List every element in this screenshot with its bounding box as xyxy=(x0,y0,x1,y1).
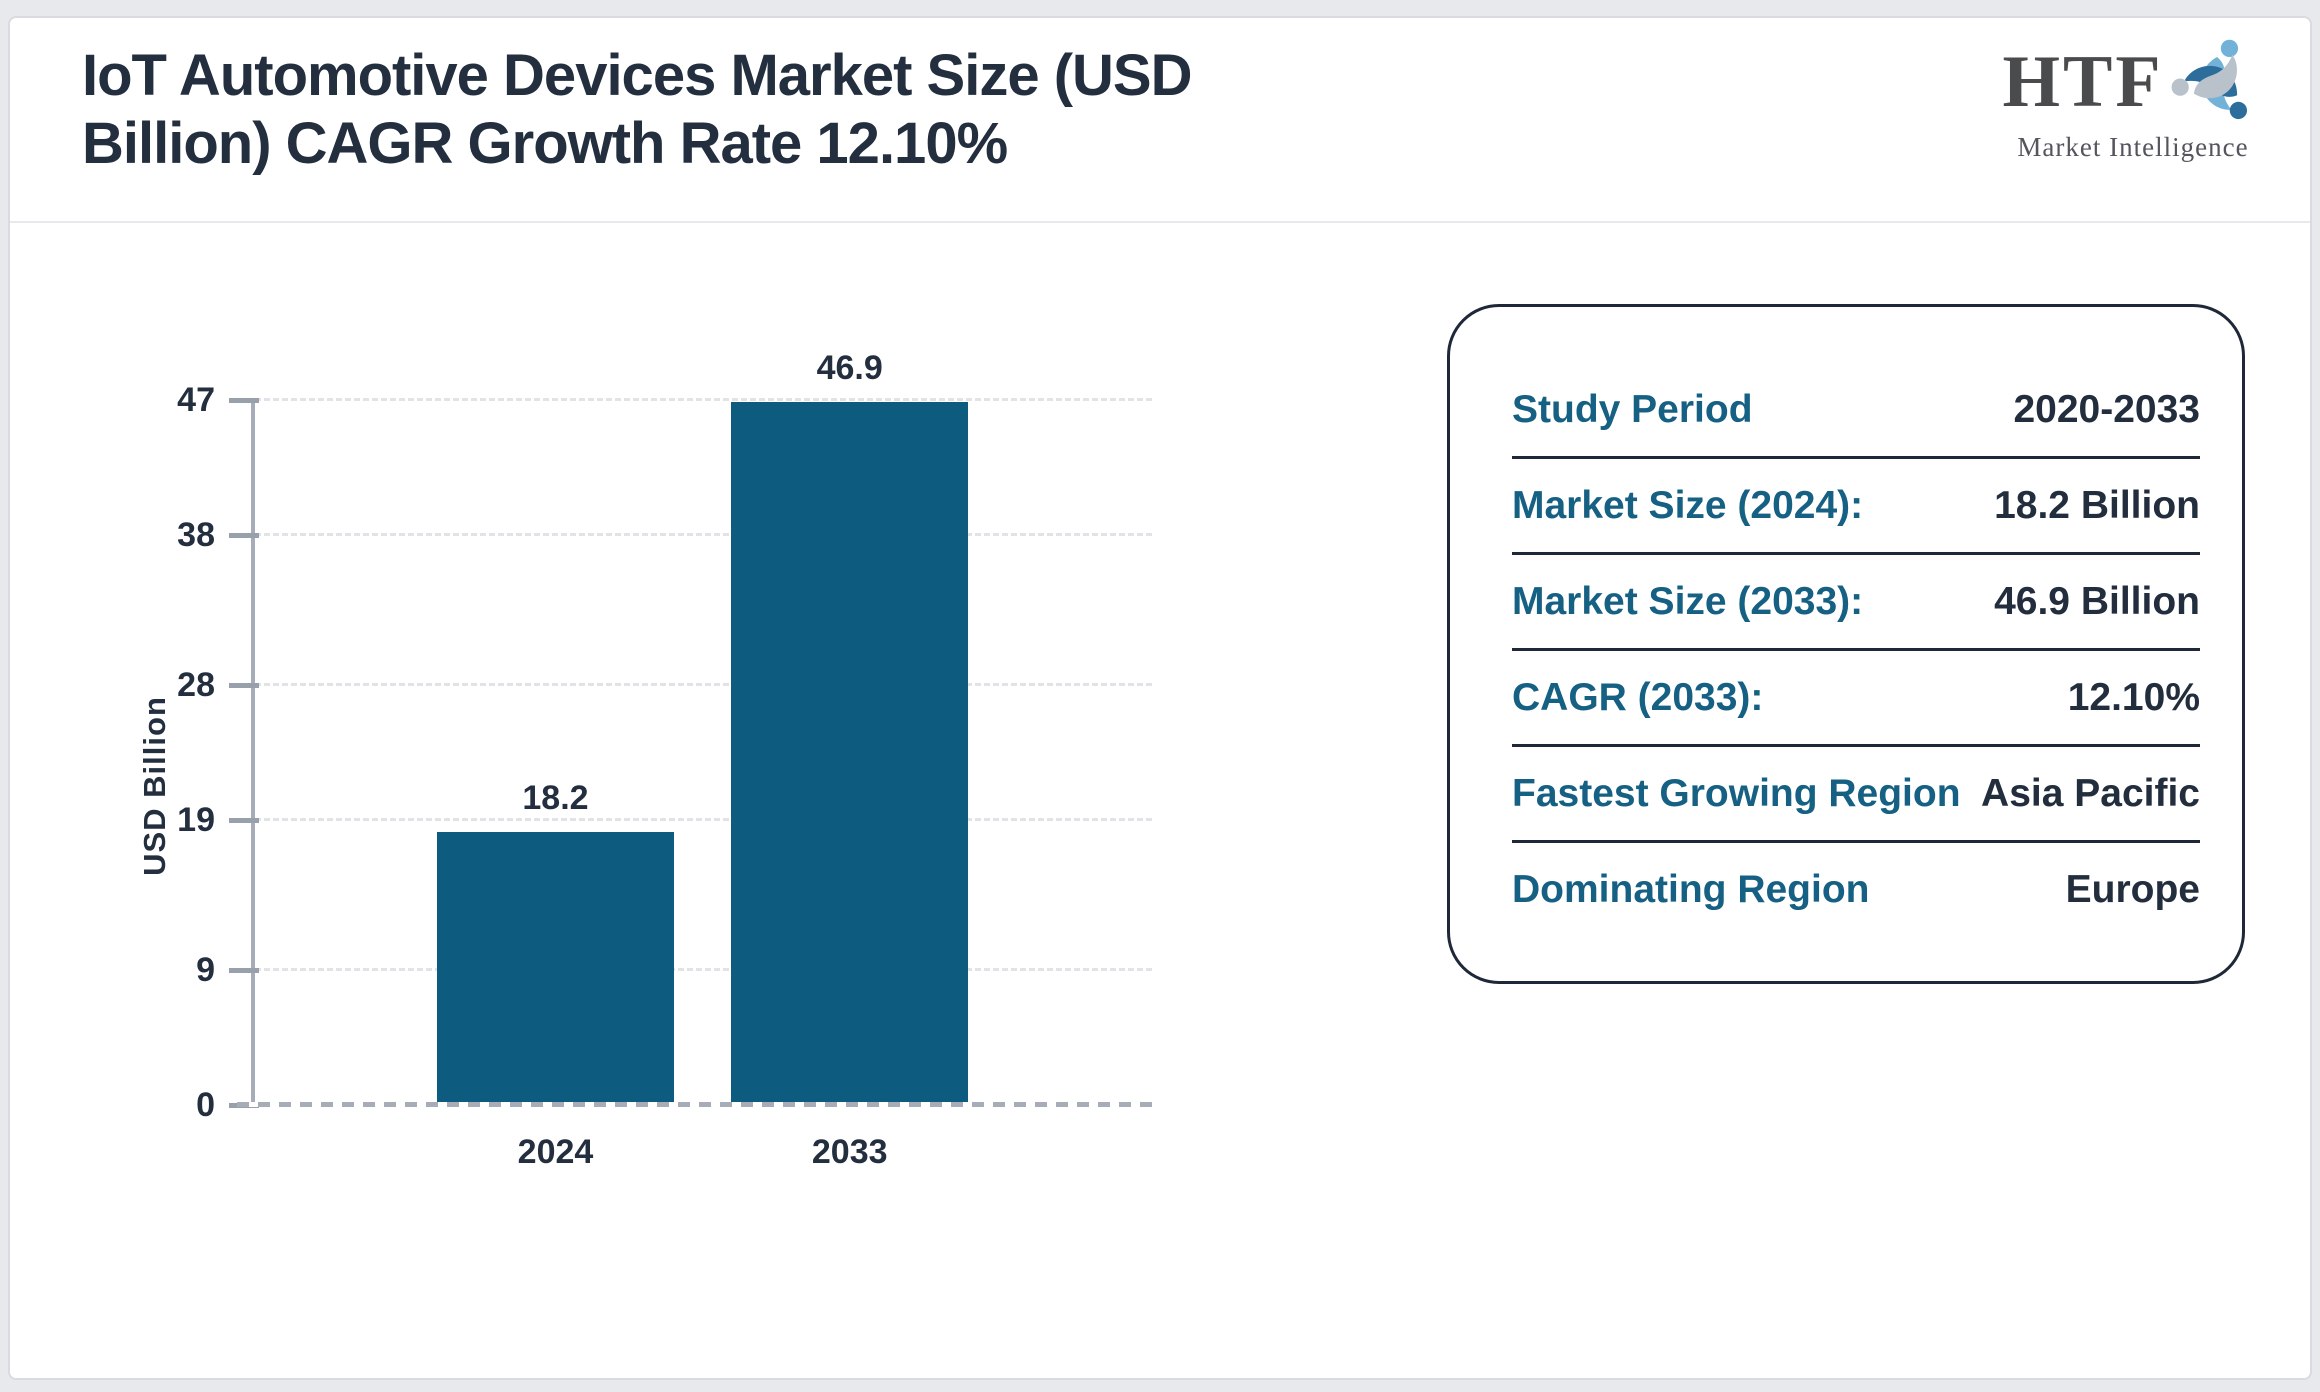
panel-row-value: 46.9 Billion xyxy=(1994,579,2200,623)
y-axis-line xyxy=(251,398,255,1107)
y-tick-label-28: 28 xyxy=(177,666,215,704)
y-tick-label-9: 9 xyxy=(196,951,215,989)
y-tick-label-47: 47 xyxy=(177,381,215,419)
panel-row-1: Market Size (2024): 18.2 Billion xyxy=(1512,459,2200,555)
y-tick-mark-47 xyxy=(229,397,259,403)
gridline-28 xyxy=(255,683,1152,686)
panel-row-label: Market Size (2033): xyxy=(1512,579,1864,623)
panel-row-label: Dominating Region xyxy=(1512,867,1870,911)
bar-2033 xyxy=(731,401,969,1105)
x-axis-baseline xyxy=(237,1102,1154,1107)
htf-logo-top: HTF xyxy=(2002,34,2263,130)
panel-row-2: Market Size (2033): 46.9 Billion xyxy=(1512,555,2200,651)
infographic-card: IoT Automotive Devices Market Size (USD … xyxy=(8,16,2312,1380)
summary-panel-rows: Study Period 2020-2033 Market Size (2024):… xyxy=(1512,363,2200,936)
gridline-47 xyxy=(255,398,1152,401)
panel-row-5: Dominating Region Europe xyxy=(1512,843,2200,936)
htf-logo-text: HTF xyxy=(2002,41,2164,123)
bar-value-2033: 46.9 xyxy=(816,348,883,387)
header-divider xyxy=(10,221,2310,223)
page-title-line2: Billion) CAGR Growth Rate 12.10% xyxy=(82,111,1008,176)
panel-row-value: 12.10% xyxy=(2067,675,2200,719)
gridline-38 xyxy=(255,533,1152,536)
panel-row-label: Study Period xyxy=(1512,387,1753,431)
htf-logo: HTF Market Intelligence xyxy=(2002,34,2260,163)
x-tick-label-2024: 2024 xyxy=(517,1133,594,1171)
y-tick-mark-19 xyxy=(229,817,259,823)
panel-row-label: CAGR (2033): xyxy=(1512,675,1764,719)
summary-panel: Study Period 2020-2033 Market Size (2024):… xyxy=(1447,304,2245,984)
bar-2024 xyxy=(437,832,674,1105)
htf-swirl-icon xyxy=(2167,39,2260,123)
gridline-9 xyxy=(255,968,1152,971)
panel-row-value: Asia Pacific xyxy=(1981,771,2200,815)
x-tick-label-2033: 2033 xyxy=(811,1133,888,1171)
panel-row-value: Europe xyxy=(2065,867,2200,911)
htf-logo-subtext: Market Intelligence xyxy=(2017,132,2249,162)
panel-row-3: CAGR (2033): 12.10% xyxy=(1512,651,2200,747)
panel-row-label: Market Size (2024): xyxy=(1512,483,1864,527)
y-tick-mark-28 xyxy=(229,682,259,688)
y-tick-label-38: 38 xyxy=(177,516,215,554)
bar-chart: USD Billion 0 9 19 28 38 47 18.2 2024 46.9 2033 xyxy=(137,349,1154,1171)
y-tick-mark-9 xyxy=(229,967,259,973)
panel-row-value: 18.2 Billion xyxy=(1994,483,2200,527)
page-title-line1: IoT Automotive Devices Market Size (USD xyxy=(82,43,1192,108)
panel-row-label: Fastest Growing Region xyxy=(1512,771,1961,815)
page-title: IoT Automotive Devices Market Size (USD … xyxy=(82,42,1192,178)
gridline-19 xyxy=(255,818,1152,821)
y-tick-label-0: 0 xyxy=(196,1086,215,1124)
panel-row-value: 2020-2033 xyxy=(2013,387,2200,431)
bar-value-2024: 18.2 xyxy=(522,779,589,817)
panel-row-0: Study Period 2020-2033 xyxy=(1512,363,2200,459)
y-tick-label-19: 19 xyxy=(177,801,215,839)
y-tick-mark-38 xyxy=(229,532,259,538)
panel-row-4: Fastest Growing Region Asia Pacific xyxy=(1512,747,2200,843)
